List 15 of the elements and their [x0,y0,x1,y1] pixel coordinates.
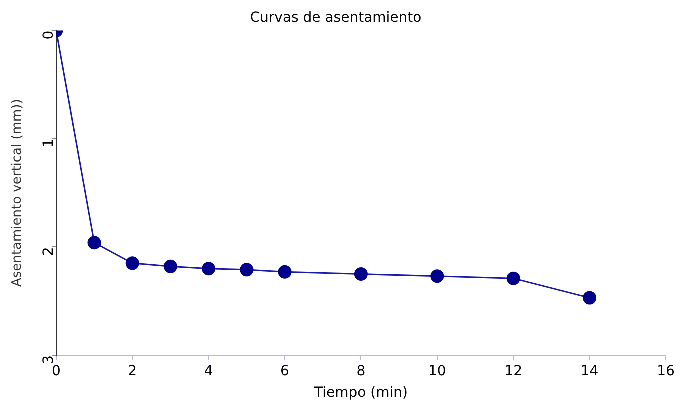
x-tick-label: 16 [657,363,675,380]
chart-title: Curvas de asentamiento [250,10,422,26]
x-tick-label: 4 [204,363,214,380]
x-axis-title: Tiempo (min) [313,385,408,402]
y-tick-label: 3 [41,355,58,364]
y-tick-label: 1 [41,139,58,148]
x-tick-label: 14 [580,363,599,380]
x-tick-label: 2 [128,363,138,380]
y-tick-label: 2 [41,247,58,256]
x-tick-label: 10 [428,363,446,380]
y-axis-title: Asentamiento vertical (mm)) [10,99,26,288]
x-tick-label: 8 [356,363,366,380]
x-tick-label: 12 [504,363,523,380]
x-tick-label: 6 [280,363,290,380]
y-tick-label: 0 [41,30,58,40]
